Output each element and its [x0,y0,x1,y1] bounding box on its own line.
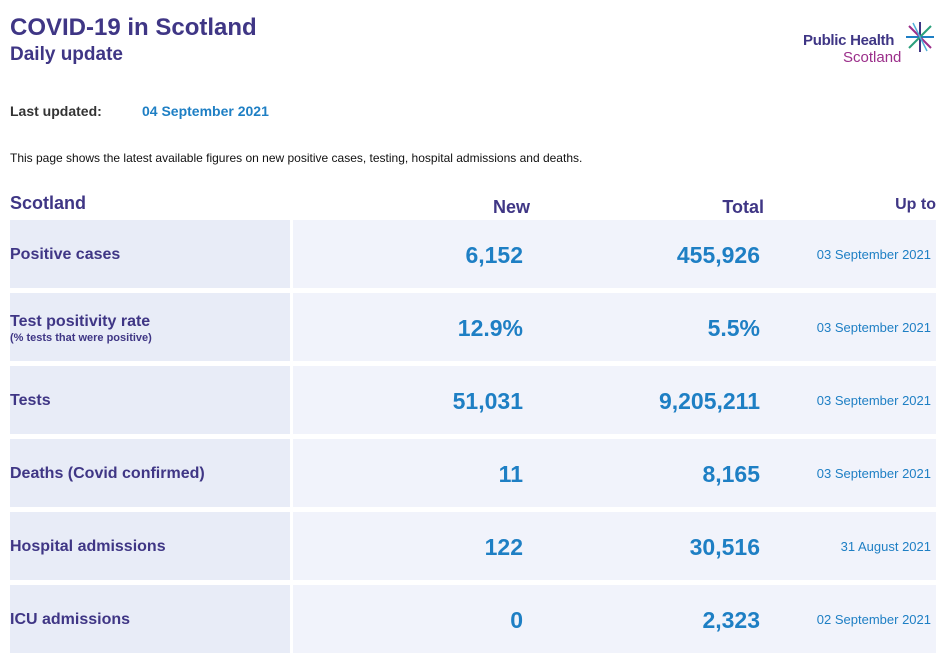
row-label-cell [10,293,290,361]
last-updated-value: 04 September 2021 [142,103,269,119]
logo-text-line2: Scotland [843,49,902,66]
row-tests: Tests 51,031 9,205,211 03 September 2021 [10,366,936,434]
row-new-value: 0 [510,607,523,633]
row-up-to-date: 03 September 2021 [816,320,931,335]
last-updated-label: Last updated: [10,103,102,119]
row-label-cell [10,439,290,507]
header-new: New [492,197,530,217]
row-label-cell [10,220,290,288]
row-total-value: 30,516 [689,534,760,560]
row-test-positivity: Test positivity rate (% tests that were … [10,293,936,361]
row-data-cell [293,293,936,361]
row-new-value: 6,152 [465,242,523,268]
row-total-value: 9,205,211 [658,388,760,414]
row-new-value: 51,031 [452,388,523,414]
row-data-cell [293,439,936,507]
row-up-to-date: 02 September 2021 [816,612,931,627]
row-label: ICU admissions [10,611,131,628]
row-data-cell [293,585,936,653]
page-subtitle: Daily update [10,44,123,65]
row-new-value: 122 [484,534,523,560]
row-total-value: 455,926 [676,242,760,268]
star-burst-icon [906,22,934,52]
row-label-cell [10,366,290,434]
page-title: COVID-19 in Scotland [10,14,257,41]
intro-text: This page shows the latest available fig… [10,151,583,165]
row-new-value: 12.9% [457,315,523,341]
row-deaths: Deaths (Covid confirmed) 11 8,165 03 Sep… [10,439,936,507]
row-up-to-date: 03 September 2021 [816,393,931,408]
logo-text-line1: Public Health [803,32,895,49]
row-label: Tests [10,392,51,409]
row-label: Test positivity rate [10,313,151,330]
row-label: Positive cases [10,246,121,263]
row-total-value: 5.5% [707,315,760,341]
row-sublabel: (% tests that were positive) [10,332,152,344]
header-up-to: Up to [895,196,936,213]
row-label-cell [10,512,290,580]
row-new-value: 11 [498,461,523,487]
row-up-to-date: 03 September 2021 [816,466,931,481]
row-label: Deaths (Covid confirmed) [10,465,205,482]
row-data-cell [293,220,936,288]
row-total-value: 8,165 [702,461,760,487]
header-region: Scotland [10,193,87,213]
row-positive-cases: Positive cases 6,152 455,926 03 Septembe… [10,220,936,288]
row-up-to-date: 31 August 2021 [840,539,931,554]
row-label-cell [10,585,290,653]
header-total: Total [722,197,764,217]
row-label: Hospital admissions [10,538,166,555]
row-data-cell [293,512,936,580]
row-up-to-date: 03 September 2021 [816,247,931,262]
row-icu-admissions: ICU admissions 0 2,323 02 September 2021 [10,585,936,653]
row-total-value: 2,323 [702,607,760,633]
row-data-cell [293,366,936,434]
row-hospital-admissions: Hospital admissions 122 30,516 31 August… [10,512,936,580]
phs-logo[interactable]: Public Health Scotland [803,20,938,68]
